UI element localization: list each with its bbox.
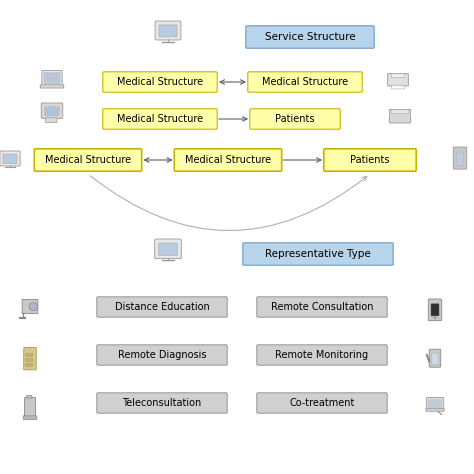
Circle shape <box>29 302 37 310</box>
Text: Service Structure: Service Structure <box>264 32 356 42</box>
FancyBboxPatch shape <box>22 300 38 314</box>
FancyBboxPatch shape <box>26 364 33 366</box>
FancyBboxPatch shape <box>388 73 408 86</box>
FancyBboxPatch shape <box>25 398 36 417</box>
FancyBboxPatch shape <box>257 297 387 317</box>
FancyBboxPatch shape <box>3 154 17 164</box>
FancyBboxPatch shape <box>23 416 37 419</box>
Text: Remote Diagnosis: Remote Diagnosis <box>118 350 206 360</box>
Text: Patients: Patients <box>350 155 390 165</box>
Text: Medical Structure: Medical Structure <box>117 114 203 124</box>
FancyBboxPatch shape <box>250 109 340 129</box>
FancyBboxPatch shape <box>426 398 444 409</box>
FancyBboxPatch shape <box>26 354 33 356</box>
FancyBboxPatch shape <box>44 73 60 83</box>
FancyBboxPatch shape <box>159 243 177 255</box>
FancyBboxPatch shape <box>26 358 33 361</box>
FancyBboxPatch shape <box>431 353 438 364</box>
Text: Remote Consultation: Remote Consultation <box>271 302 373 312</box>
Text: Co-treatment: Co-treatment <box>289 398 355 408</box>
FancyBboxPatch shape <box>246 26 374 48</box>
Text: Medical Structure: Medical Structure <box>117 77 203 87</box>
FancyBboxPatch shape <box>257 393 387 413</box>
FancyBboxPatch shape <box>391 85 405 89</box>
FancyBboxPatch shape <box>34 149 142 171</box>
FancyBboxPatch shape <box>155 21 181 40</box>
Circle shape <box>434 317 436 319</box>
FancyBboxPatch shape <box>155 239 182 259</box>
FancyBboxPatch shape <box>103 109 217 129</box>
FancyBboxPatch shape <box>27 395 32 398</box>
FancyBboxPatch shape <box>97 297 227 317</box>
FancyBboxPatch shape <box>174 149 282 171</box>
FancyBboxPatch shape <box>46 118 57 122</box>
Text: Distance Education: Distance Education <box>115 302 210 312</box>
FancyBboxPatch shape <box>41 103 63 118</box>
FancyBboxPatch shape <box>428 400 442 408</box>
FancyBboxPatch shape <box>97 345 227 365</box>
FancyBboxPatch shape <box>389 109 410 123</box>
FancyBboxPatch shape <box>42 71 62 86</box>
FancyBboxPatch shape <box>257 345 387 365</box>
FancyBboxPatch shape <box>431 304 439 316</box>
FancyBboxPatch shape <box>97 393 227 413</box>
Text: Medical Structure: Medical Structure <box>262 77 348 87</box>
FancyBboxPatch shape <box>248 72 362 92</box>
FancyBboxPatch shape <box>456 152 464 165</box>
FancyBboxPatch shape <box>426 409 444 411</box>
Text: Medical Structure: Medical Structure <box>45 155 131 165</box>
Text: Remote Monitoring: Remote Monitoring <box>275 350 369 360</box>
FancyBboxPatch shape <box>324 149 416 171</box>
FancyBboxPatch shape <box>40 85 64 88</box>
FancyBboxPatch shape <box>453 147 467 169</box>
FancyBboxPatch shape <box>45 107 59 116</box>
FancyBboxPatch shape <box>429 349 441 367</box>
Text: Medical Structure: Medical Structure <box>185 155 271 165</box>
FancyBboxPatch shape <box>159 25 177 37</box>
Text: Patients: Patients <box>275 114 315 124</box>
FancyBboxPatch shape <box>428 299 442 321</box>
FancyBboxPatch shape <box>243 243 393 265</box>
FancyBboxPatch shape <box>0 151 20 166</box>
FancyBboxPatch shape <box>391 110 409 113</box>
FancyBboxPatch shape <box>103 72 217 92</box>
FancyBboxPatch shape <box>391 74 405 77</box>
FancyBboxPatch shape <box>24 347 36 370</box>
Text: Teleconsultation: Teleconsultation <box>122 398 201 408</box>
Text: Representative Type: Representative Type <box>265 249 371 259</box>
